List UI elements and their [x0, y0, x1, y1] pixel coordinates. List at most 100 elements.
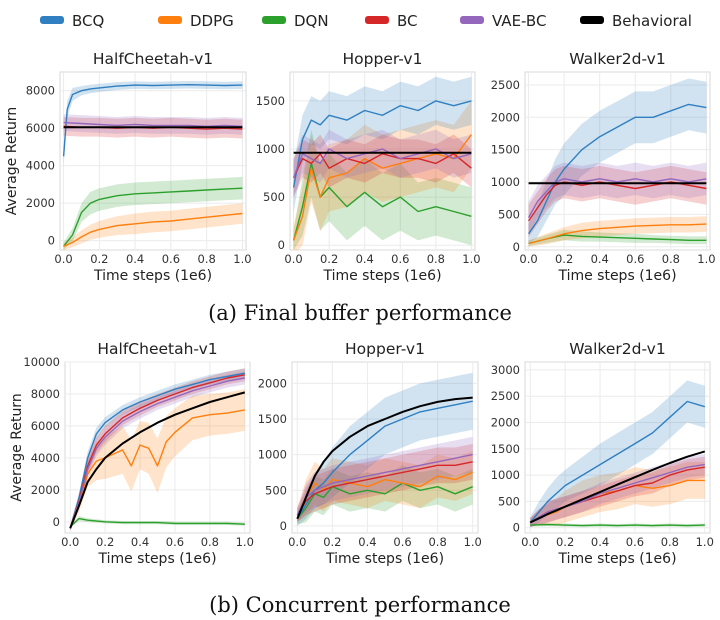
band-ddpg — [530, 462, 705, 527]
plot-area — [289, 71, 476, 251]
y-tick-label: 4000 — [26, 159, 55, 173]
caption-b: (b) Concurrent performance — [209, 593, 511, 617]
band-ddpg — [293, 100, 472, 250]
y-tick-label: 0 — [513, 240, 520, 254]
band-dqn — [63, 176, 243, 250]
legend-label-behavioral: Behavioral — [612, 12, 692, 30]
band-bcq — [528, 78, 707, 244]
x-tick-label: 0.8 — [428, 535, 446, 549]
x-tick-label: 0.8 — [661, 535, 679, 549]
series-layer — [62, 81, 243, 250]
band-vae-bc — [293, 129, 472, 198]
y-tick-label: 0 — [280, 519, 287, 533]
x-tick-label: 0.4 — [591, 252, 609, 266]
series-layer — [527, 78, 707, 247]
x-axis-label: Time steps (1e6) — [93, 268, 212, 284]
y-tick-label: 2000 — [491, 416, 520, 430]
x-tick-label: 0.0 — [521, 535, 539, 549]
legend-item-behavioral: Behavioral — [580, 12, 692, 30]
band-bc — [530, 456, 705, 527]
x-tick-label: 0.2 — [556, 535, 574, 549]
legend-item-bc: BC — [365, 12, 418, 30]
x-tick-label: 1.0 — [464, 535, 482, 549]
legend-swatch-vae-bc — [460, 16, 484, 24]
line-dqn — [63, 187, 243, 247]
x-tick-label: 0.6 — [626, 535, 644, 549]
line-bc — [528, 181, 707, 222]
line-bcq — [528, 103, 707, 235]
legend-item-vae-bc: VAE-BC — [460, 12, 546, 30]
y-tick-label: 1000 — [491, 175, 520, 189]
band-vae-bc — [63, 114, 243, 135]
panel-6: 0 500 1000 1500 2000 2500 3000 0.0 0.2 0.4 0.6 0.8 1… — [491, 340, 714, 567]
panel-title: HalfCheetah-v1 — [93, 50, 213, 68]
x-axis-label: Time steps (1e6) — [97, 551, 216, 567]
legend-item-bcq: BCQ — [40, 12, 104, 30]
band-ddpg — [297, 451, 473, 523]
plot-area — [291, 361, 479, 534]
x-tick-label: 0.2 — [90, 252, 108, 266]
panel-5: 0 500 1000 1500 2000 0.0 0.2 0.4 0.6 0.8 1.0 Hopper… — [258, 340, 482, 567]
x-tick-label: 0.8 — [662, 252, 680, 266]
legend-item-dqn: DQN — [262, 12, 329, 30]
x-tick-label: 0.2 — [555, 252, 573, 266]
band-ddpg — [63, 203, 243, 250]
x-tick-label: 0.2 — [320, 252, 338, 266]
y-tick-label: 500 — [263, 190, 285, 204]
line-ddpg — [63, 212, 243, 247]
x-tick-label: 0.0 — [288, 535, 306, 549]
y-axis-label: Average Return — [9, 393, 25, 501]
plot-area — [59, 71, 247, 251]
line-vae-bc — [63, 121, 243, 128]
series-layer — [292, 76, 472, 250]
line-bcq — [69, 372, 245, 529]
y-tick-label: 2000 — [26, 196, 55, 210]
band-dqn — [293, 129, 472, 250]
x-tick-label: 1.0 — [233, 252, 251, 266]
band-bc — [293, 134, 472, 198]
x-tick-label: 0.4 — [126, 252, 144, 266]
line-dqn — [69, 517, 245, 528]
x-axis-label: Time steps (1e6) — [325, 551, 444, 567]
y-tick-label: 6000 — [31, 419, 60, 433]
y-tick-label: 500 — [498, 207, 520, 221]
x-tick-label: 0.0 — [54, 252, 72, 266]
x-tick-label: 0.6 — [391, 252, 409, 266]
panel-title: Hopper-v1 — [345, 340, 425, 358]
line-vae-bc — [296, 453, 473, 516]
line-ddpg — [69, 409, 245, 529]
y-tick-label: 1500 — [491, 143, 520, 157]
line-behavioral — [529, 450, 706, 524]
x-tick-label: 0.6 — [626, 252, 644, 266]
line-bc — [296, 461, 473, 516]
x-tick-label: 0.0 — [519, 252, 537, 266]
y-tick-label: 0 — [513, 521, 520, 535]
y-tick-label: 2000 — [491, 110, 520, 124]
line-vae-bc — [529, 463, 705, 524]
y-tick-label: 500 — [498, 494, 520, 508]
x-tick-label: 0.8 — [201, 535, 219, 549]
x-tick-label: 0.6 — [162, 252, 180, 266]
legend-swatch-behavioral — [580, 16, 604, 24]
panels: 0 2000 4000 6000 8000 0.0 0.2 0.4 0.6 0.8 1.0 HalfC… — [4, 50, 716, 567]
legend-swatch-ddpg — [158, 16, 182, 24]
y-tick-label: 2500 — [491, 78, 520, 92]
y-tick-label: 2000 — [258, 376, 287, 390]
band-bcq — [293, 76, 472, 212]
line-vae-bc — [527, 178, 707, 218]
panel-title: HalfCheetah-v1 — [97, 340, 217, 358]
line-dqn — [530, 523, 705, 527]
band-bcq — [63, 81, 243, 166]
x-tick-label: 0.4 — [356, 252, 374, 266]
line-bc — [292, 153, 472, 179]
plot-area — [524, 361, 711, 534]
y-tick-label: 0 — [278, 238, 285, 252]
series-layer — [69, 368, 246, 531]
line-bcq — [529, 400, 705, 523]
legend-label-bc: BC — [397, 12, 418, 30]
y-tick-label: 1500 — [491, 442, 520, 456]
y-tick-label: 1500 — [256, 94, 285, 108]
y-tick-label: 1000 — [258, 448, 287, 462]
line-ddpg — [528, 223, 707, 245]
